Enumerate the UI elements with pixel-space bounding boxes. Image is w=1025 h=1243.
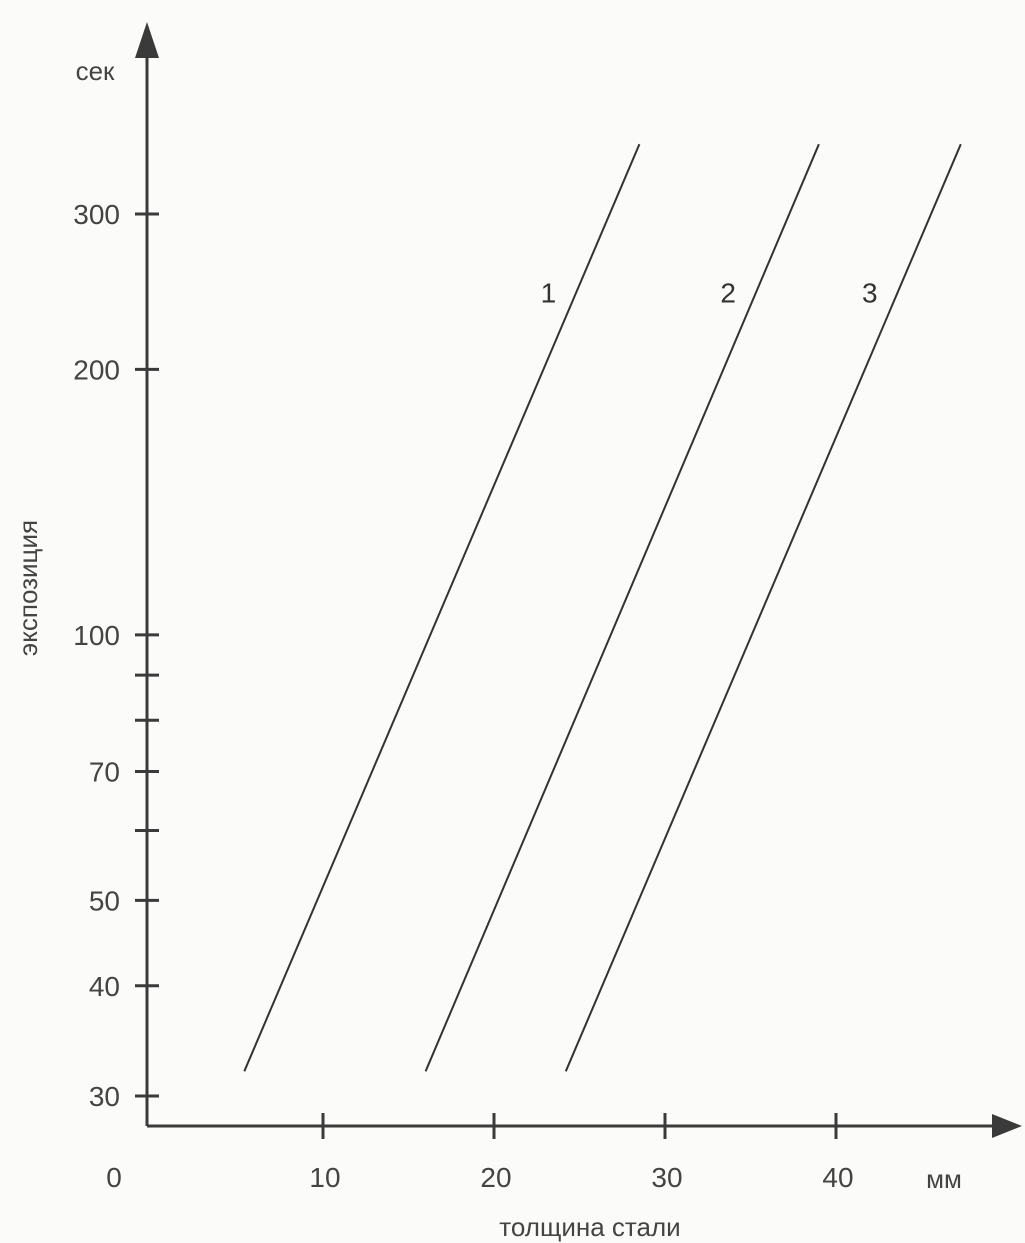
y-tick-label-0: 30 — [89, 1081, 120, 1112]
series-line-3 — [564, 143, 962, 1072]
y-axis-title: экспозиция — [13, 520, 43, 656]
x-axis-title: толщина стали — [499, 1212, 680, 1242]
x-tick-label-0: 0 — [106, 1162, 122, 1193]
y-axis-arrow-icon — [135, 22, 159, 58]
x-axis-unit: мм — [926, 1164, 962, 1194]
y-ticks: 30 40 50 70 100 200 300 — [73, 199, 159, 1112]
y-axis-unit: сек — [76, 56, 115, 86]
x-ticks: 0 10 20 30 40 — [106, 1113, 854, 1193]
y-tick-label-4: 70 — [89, 756, 120, 787]
y-tick-label-7: 100 — [73, 620, 120, 651]
series-group: 1 2 3 — [243, 143, 962, 1072]
series-label-2: 2 — [720, 278, 736, 309]
y-tick-label-1: 40 — [89, 971, 120, 1002]
x-tick-label-4: 40 — [822, 1162, 853, 1193]
x-tick-label-2: 20 — [480, 1162, 511, 1193]
series-label-1: 1 — [541, 278, 557, 309]
y-tick-label-9: 300 — [73, 199, 120, 230]
y-tick-label-2: 50 — [89, 885, 120, 916]
series-label-3: 3 — [862, 278, 878, 309]
x-tick-label-3: 30 — [651, 1162, 682, 1193]
y-tick-label-8: 200 — [73, 354, 120, 385]
series-line-1 — [243, 143, 641, 1072]
x-axis-arrow-icon — [992, 1114, 1022, 1138]
series-line-2 — [424, 143, 820, 1072]
x-tick-label-1: 10 — [309, 1162, 340, 1193]
